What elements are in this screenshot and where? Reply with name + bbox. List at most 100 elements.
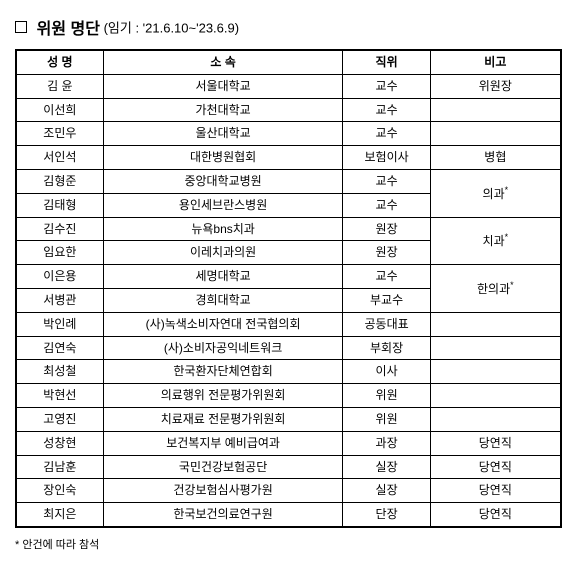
cell-position: 부교수 <box>343 288 430 312</box>
cell-position: 교수 <box>343 265 430 289</box>
cell-org: 중앙대학교병원 <box>103 169 343 193</box>
table-row: 이은용세명대학교교수한의과* <box>16 265 561 289</box>
cell-org: 가천대학교 <box>103 98 343 122</box>
page-title-block: 위원 명단 (임기 : '21.6.10~'23.6.9) <box>15 15 562 39</box>
cell-position: 부회장 <box>343 336 430 360</box>
cell-org: 한국보건의료연구원 <box>103 503 343 527</box>
table-row: 김수진뉴욕bns치과원장치과* <box>16 217 561 241</box>
cell-org: 의료행위 전문평가위원회 <box>103 384 343 408</box>
cell-name: 김형준 <box>16 169 103 193</box>
cell-name: 장인숙 <box>16 479 103 503</box>
cell-name: 김수진 <box>16 217 103 241</box>
cell-position: 과장 <box>343 431 430 455</box>
cell-position: 보험이사 <box>343 146 430 170</box>
cell-org: 한국환자단체연합회 <box>103 360 343 384</box>
cell-name: 최성철 <box>16 360 103 384</box>
cell-note: 위원장 <box>430 74 561 98</box>
cell-position: 공동대표 <box>343 312 430 336</box>
cell-org: 서울대학교 <box>103 74 343 98</box>
table-header-cell: 소 속 <box>103 50 343 74</box>
table-row: 박인례(사)녹색소비자연대 전국협의회공동대표 <box>16 312 561 336</box>
table-header-cell: 직위 <box>343 50 430 74</box>
cell-position: 교수 <box>343 98 430 122</box>
cell-name: 김 윤 <box>16 74 103 98</box>
cell-position: 이사 <box>343 360 430 384</box>
table-row: 김형준중앙대학교병원교수의과* <box>16 169 561 193</box>
cell-name: 김남훈 <box>16 455 103 479</box>
cell-org: 이레치과의원 <box>103 241 343 265</box>
title-marker <box>15 21 27 33</box>
cell-org: 용인세브란스병원 <box>103 193 343 217</box>
page-title: 위원 명단 <box>37 21 100 38</box>
cell-name: 최지은 <box>16 503 103 527</box>
table-header-cell: 비고 <box>430 50 561 74</box>
cell-name: 서인석 <box>16 146 103 170</box>
cell-org: 국민건강보험공단 <box>103 455 343 479</box>
cell-name: 서병관 <box>16 288 103 312</box>
table-row: 성창현보건복지부 예비급여과과장당연직 <box>16 431 561 455</box>
members-table: 성 명소 속직위비고 김 윤서울대학교교수위원장이선희가천대학교교수조민우울산대… <box>15 49 562 528</box>
cell-name: 임요한 <box>16 241 103 265</box>
cell-note: 당연직 <box>430 431 561 455</box>
table-row: 박현선의료행위 전문평가위원회위원 <box>16 384 561 408</box>
cell-position: 교수 <box>343 122 430 146</box>
cell-position: 실장 <box>343 479 430 503</box>
cell-name: 이은용 <box>16 265 103 289</box>
cell-org: (사)소비자공익네트워크 <box>103 336 343 360</box>
cell-org: 건강보험심사평가원 <box>103 479 343 503</box>
cell-note: 한의과* <box>430 265 561 313</box>
cell-name: 김태형 <box>16 193 103 217</box>
table-row: 이선희가천대학교교수 <box>16 98 561 122</box>
cell-note: 당연직 <box>430 455 561 479</box>
cell-name: 조민우 <box>16 122 103 146</box>
cell-position: 실장 <box>343 455 430 479</box>
cell-position: 위원 <box>343 384 430 408</box>
cell-org: 경희대학교 <box>103 288 343 312</box>
cell-note <box>430 407 561 431</box>
table-row: 김남훈국민건강보험공단실장당연직 <box>16 455 561 479</box>
cell-name: 성창현 <box>16 431 103 455</box>
cell-note <box>430 336 561 360</box>
cell-note <box>430 122 561 146</box>
table-row: 최지은한국보건의료연구원단장당연직 <box>16 503 561 527</box>
cell-org: 뉴욕bns치과 <box>103 217 343 241</box>
cell-name: 박현선 <box>16 384 103 408</box>
table-row: 김 윤서울대학교교수위원장 <box>16 74 561 98</box>
cell-note <box>430 384 561 408</box>
cell-position: 원장 <box>343 241 430 265</box>
cell-name: 김연숙 <box>16 336 103 360</box>
cell-org: 치료재료 전문평가위원회 <box>103 407 343 431</box>
cell-name: 이선희 <box>16 98 103 122</box>
cell-org: 대한병원협회 <box>103 146 343 170</box>
page-subtitle: (임기 : '21.6.10~'23.6.9) <box>104 21 240 36</box>
cell-note: 당연직 <box>430 479 561 503</box>
cell-note <box>430 312 561 336</box>
table-header-cell: 성 명 <box>16 50 103 74</box>
cell-org: 세명대학교 <box>103 265 343 289</box>
cell-note: 병협 <box>430 146 561 170</box>
cell-note: 치과* <box>430 217 561 265</box>
table-row: 김연숙(사)소비자공익네트워크부회장 <box>16 336 561 360</box>
cell-note: 의과* <box>430 169 561 217</box>
cell-org: (사)녹색소비자연대 전국협의회 <box>103 312 343 336</box>
cell-position: 교수 <box>343 193 430 217</box>
cell-name: 고영진 <box>16 407 103 431</box>
table-row: 장인숙건강보험심사평가원실장당연직 <box>16 479 561 503</box>
cell-position: 단장 <box>343 503 430 527</box>
cell-position: 위원 <box>343 407 430 431</box>
table-row: 최성철한국환자단체연합회이사 <box>16 360 561 384</box>
footnote: * 안건에 따라 참석 <box>15 536 562 552</box>
cell-note <box>430 98 561 122</box>
cell-position: 원장 <box>343 217 430 241</box>
table-row: 조민우울산대학교교수 <box>16 122 561 146</box>
cell-position: 교수 <box>343 74 430 98</box>
cell-name: 박인례 <box>16 312 103 336</box>
cell-position: 교수 <box>343 169 430 193</box>
cell-org: 울산대학교 <box>103 122 343 146</box>
table-row: 고영진치료재료 전문평가위원회위원 <box>16 407 561 431</box>
table-header-row: 성 명소 속직위비고 <box>16 50 561 74</box>
table-row: 서인석대한병원협회보험이사병협 <box>16 146 561 170</box>
cell-note: 당연직 <box>430 503 561 527</box>
cell-org: 보건복지부 예비급여과 <box>103 431 343 455</box>
cell-note <box>430 360 561 384</box>
